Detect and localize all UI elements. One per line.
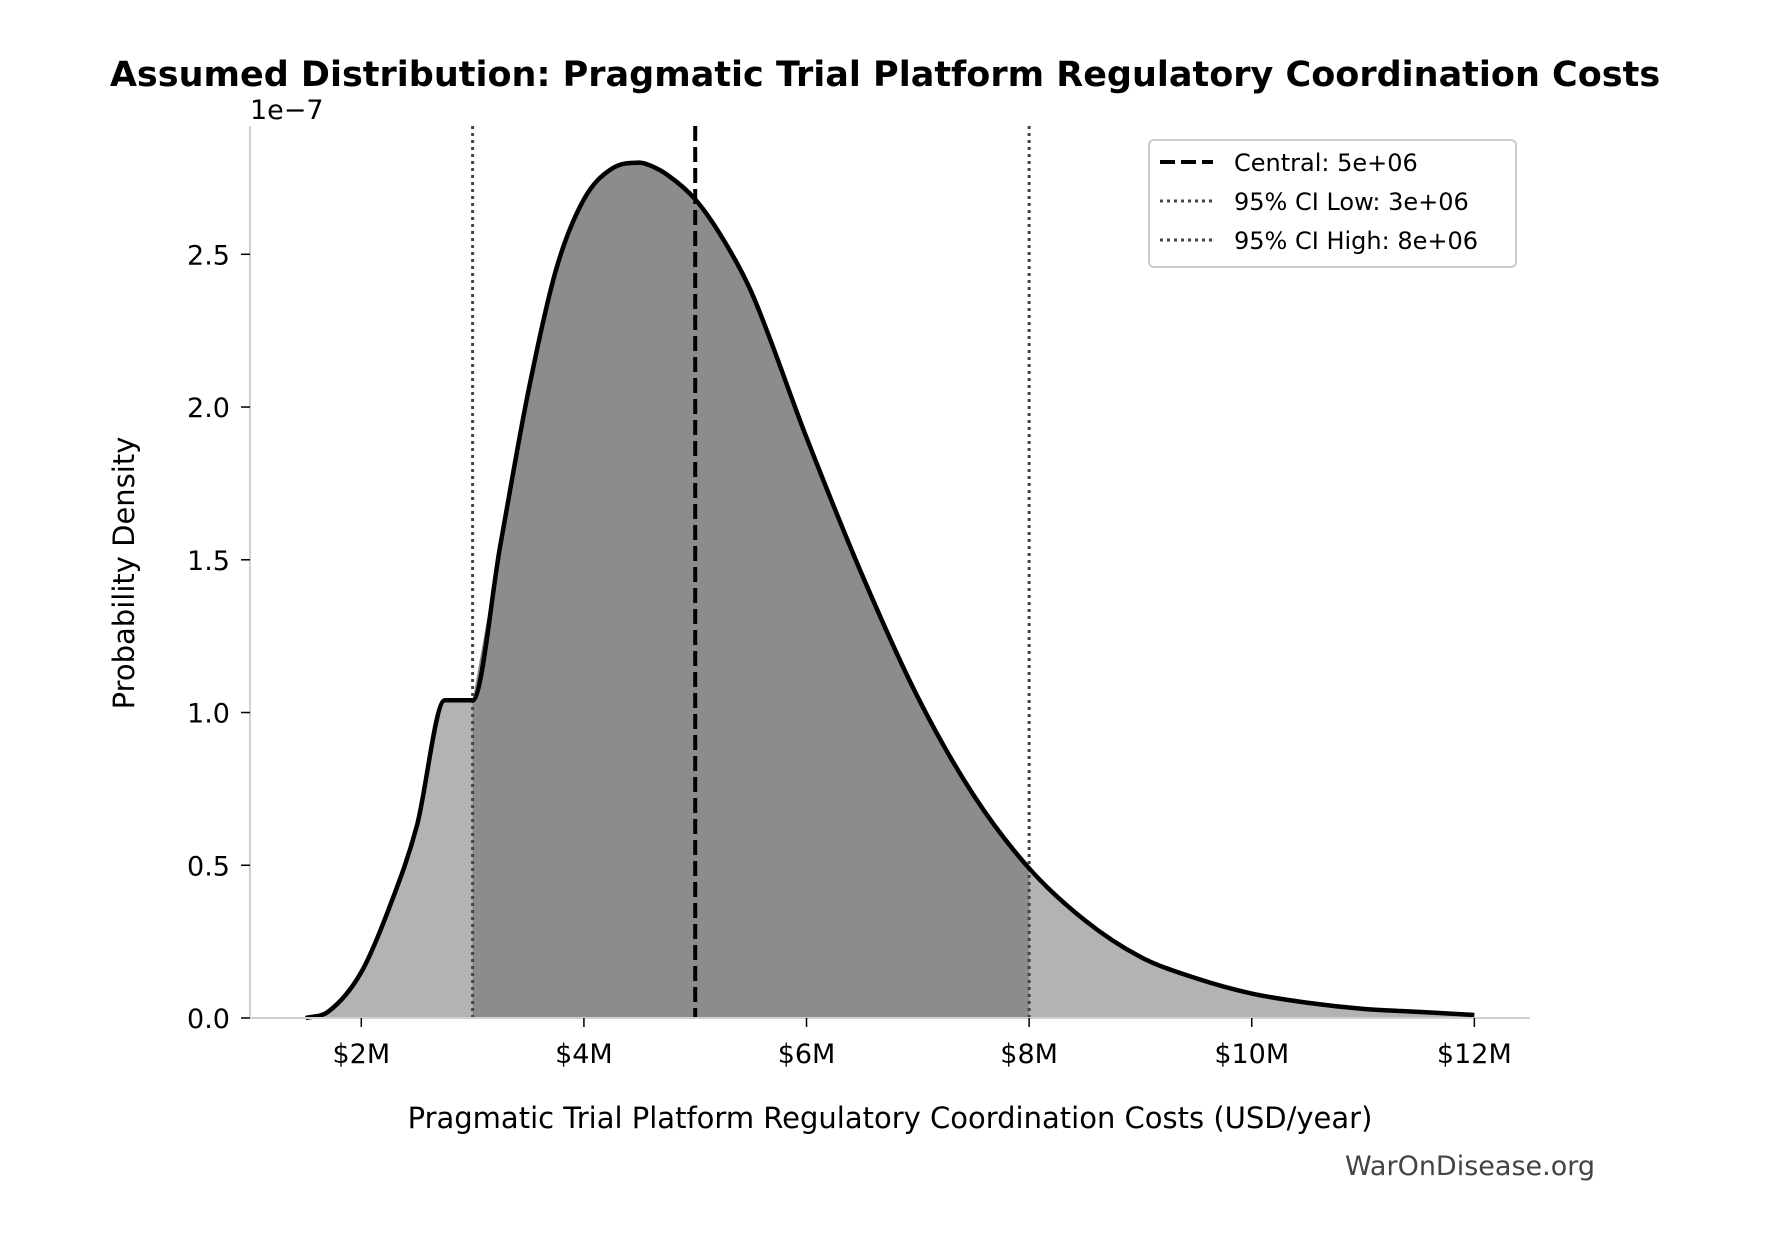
y-offset-label: 1e−7 (250, 95, 324, 126)
y-axis-label: Probability Density (107, 437, 141, 710)
chart-title: Assumed Distribution: Pragmatic Trial Pl… (110, 55, 1660, 95)
ci-area-fill (472, 162, 1030, 1018)
x-tick-label: $12M (1437, 1039, 1512, 1070)
legend-label-ci-low: 95% CI Low: 3e+06 (1234, 188, 1469, 216)
legend-box (1148, 139, 1517, 268)
x-tick-label: $2M (332, 1039, 390, 1070)
y-tick-label: 0.5 (187, 851, 230, 882)
legend-label-ci-high: 95% CI High: 8e+06 (1234, 227, 1478, 255)
y-tick-label: 2.0 (187, 393, 230, 424)
y-tick-label: 1.0 (187, 699, 230, 730)
legend-label-central: Central: 5e+06 (1234, 149, 1418, 177)
legend: Central: 5e+06 95% CI Low: 3e+06 95% CI … (1148, 139, 1517, 268)
y-tick-label: 1.5 (187, 546, 230, 577)
x-tick-label: $6M (778, 1039, 836, 1070)
density-curve (305, 160, 1475, 1021)
plot-area (305, 126, 1475, 1021)
x-tick-label: $10M (1214, 1039, 1289, 1070)
y-tick-label: 0.0 (187, 1004, 230, 1035)
y-tick-label: 2.5 (187, 240, 230, 271)
x-tick-label: $4M (555, 1039, 613, 1070)
x-axis-ticks: $2M $4M $6M $8M $10M $12M (332, 1018, 1512, 1070)
x-axis-label: Pragmatic Trial Platform Regulatory Coor… (408, 1101, 1373, 1135)
x-tick-label: $8M (1000, 1039, 1058, 1070)
watermark: WarOnDisease.org (1345, 1151, 1595, 1182)
y-axis-ticks: 0.0 0.5 1.0 1.5 2.0 2.5 (187, 240, 250, 1035)
